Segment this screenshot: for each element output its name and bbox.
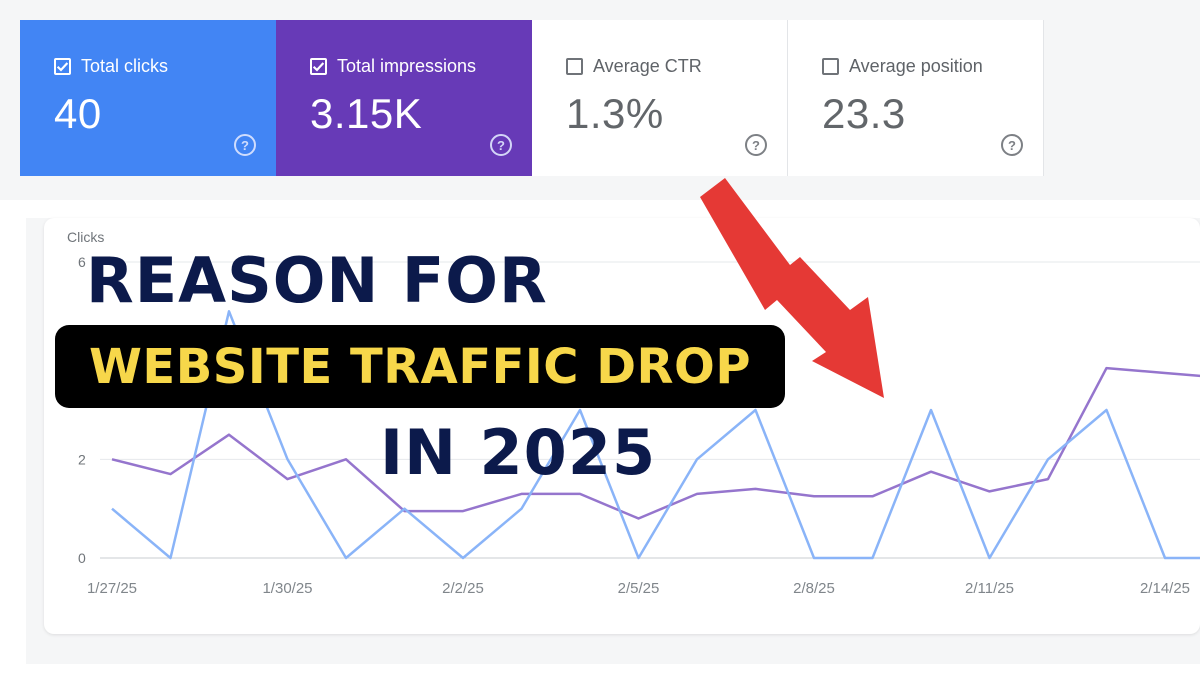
x-tick-label: 1/30/25	[262, 580, 312, 597]
help-icon[interactable]: ?	[745, 134, 767, 156]
x-tick-labels: 1/27/25 1/30/25 2/2/25 2/5/25 2/8/25 2/11/25 2…	[87, 580, 1190, 597]
y-tick-labels: 0 2 6	[78, 254, 86, 566]
headline-line-1: REASON FOR	[86, 244, 548, 317]
metric-card-header: Total clicks	[54, 56, 276, 76]
y-tick-label: 6	[78, 254, 86, 270]
help-icon[interactable]: ?	[234, 134, 256, 156]
chart-lines	[111, 310, 1200, 560]
help-icon[interactable]: ?	[1001, 134, 1023, 156]
help-icon[interactable]: ?	[490, 134, 512, 156]
metric-card-total-impressions[interactable]: Total impressions 3.15K ?	[276, 20, 532, 176]
chart-panel	[44, 218, 1200, 634]
headline-line-2: WEBSITE TRAFFIC DROP	[88, 338, 751, 395]
x-tick-label: 2/14/25	[1140, 580, 1190, 597]
checkbox-checked-icon[interactable]	[310, 57, 327, 75]
clicks-series-line	[111, 310, 1200, 560]
metric-card-average-ctr[interactable]: Average CTR 1.3% ?	[532, 20, 788, 176]
metric-card-header: Total impressions	[310, 56, 532, 76]
metric-card-average-position[interactable]: Average position 23.3 ?	[788, 20, 1044, 176]
metric-value: 23.3	[822, 90, 906, 137]
metric-label: Total clicks	[81, 55, 169, 76]
metric-card-header: Average position	[822, 56, 1043, 76]
headline-line-3: IN 2025	[380, 416, 657, 489]
metric-card-header: Average CTR	[566, 56, 787, 76]
headline-highlight: WEBSITE TRAFFIC DROP	[55, 325, 785, 408]
y-tick-label: 0	[78, 550, 86, 566]
x-tick-label: 2/2/25	[442, 580, 484, 597]
chart-grid	[100, 261, 1200, 559]
metric-card-total-clicks[interactable]: Total clicks 40 ?	[20, 20, 276, 176]
x-tick-label: 2/11/25	[965, 580, 1014, 597]
y-axis-label: Clicks	[67, 229, 104, 245]
down-arrow-icon	[700, 178, 884, 398]
checkbox-unchecked-icon[interactable]	[566, 57, 583, 75]
x-tick-label: 2/5/25	[618, 580, 660, 597]
x-tick-label: 2/8/25	[793, 580, 835, 597]
metric-label: Total impressions	[337, 55, 477, 76]
metric-value: 3.15K	[310, 90, 423, 137]
y-tick-label: 2	[78, 451, 86, 467]
metric-value: 1.3%	[566, 90, 664, 137]
metric-label: Average CTR	[593, 55, 702, 76]
metric-label: Average position	[849, 55, 983, 76]
metric-value: 40	[54, 90, 102, 137]
checkbox-unchecked-icon[interactable]	[822, 57, 839, 75]
x-tick-label: 1/27/25	[87, 580, 137, 597]
checkbox-checked-icon[interactable]	[54, 57, 71, 75]
